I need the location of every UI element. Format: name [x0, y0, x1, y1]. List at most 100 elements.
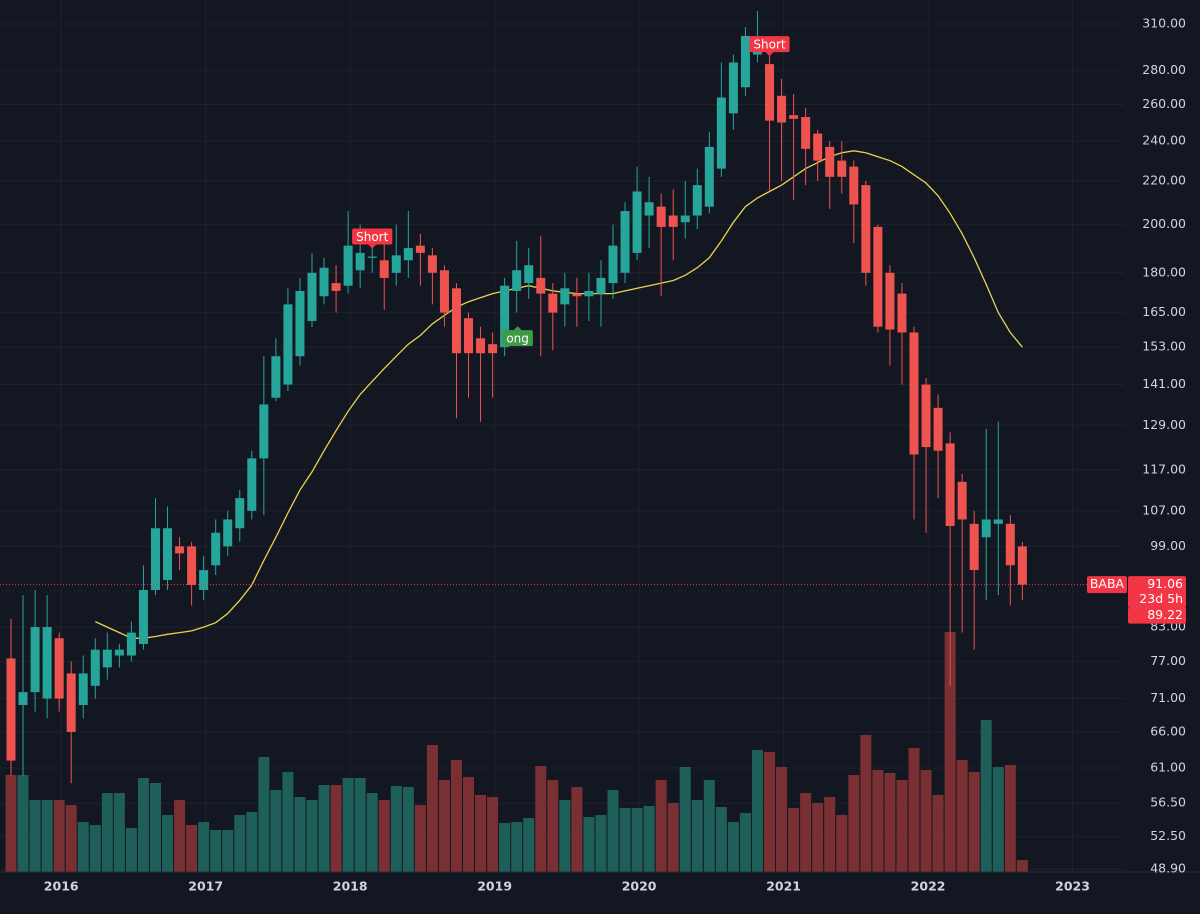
y-tick-label: 117.00: [1142, 461, 1186, 476]
candle-body: [271, 356, 281, 398]
volume-bar: [920, 770, 932, 872]
candle-body: [716, 97, 726, 169]
candle-body: [777, 95, 787, 123]
x-tick-label: 2016: [44, 879, 79, 894]
candle-body: [199, 570, 209, 591]
y-tick-label: 220.00: [1142, 172, 1186, 187]
candle-body: [740, 35, 750, 88]
candle-body: [439, 270, 449, 313]
candle-body: [283, 304, 293, 385]
volume-bar: [234, 815, 246, 872]
volume-bar: [944, 632, 956, 872]
symbol-badge: [1087, 576, 1127, 594]
x-tick-label: 2017: [188, 879, 223, 894]
volume-bar: [691, 800, 703, 872]
candle-body: [150, 528, 160, 591]
other-price-label: 89.22: [1147, 607, 1183, 622]
candle-body: [957, 481, 967, 520]
candle-body: [307, 272, 317, 322]
volume-bar: [848, 775, 860, 872]
volume-bar: [1016, 860, 1028, 872]
volume-bar: [836, 815, 848, 872]
volume-bar: [186, 825, 198, 872]
y-tick-label: 153.00: [1142, 339, 1186, 354]
volume-bar: [980, 720, 992, 872]
candle-body: [500, 285, 510, 348]
annotation-text: ong: [506, 332, 529, 346]
volume-bar: [583, 817, 595, 872]
candle-body: [728, 62, 738, 114]
volume-bar: [571, 787, 583, 872]
candle-body: [90, 649, 100, 686]
candle-body: [837, 160, 847, 177]
volume-bar: [535, 766, 547, 872]
candle-body: [921, 384, 931, 448]
annotation-pointer: [368, 244, 377, 249]
x-tick-label: 2021: [766, 879, 801, 894]
annotation-text: Short: [753, 38, 785, 52]
candle-body: [187, 546, 197, 585]
candle-body: [945, 443, 955, 527]
volume-bar: [402, 787, 414, 872]
annotation-text: Short: [356, 230, 388, 244]
volume-bar: [354, 778, 366, 872]
y-tick-label: 107.00: [1142, 502, 1186, 517]
candle-body: [403, 248, 413, 261]
volume-bar: [475, 795, 487, 872]
volume-bar: [41, 800, 53, 872]
candle-body: [42, 627, 52, 699]
candle-body: [933, 407, 943, 451]
volume-bar: [932, 795, 944, 872]
candles: [6, 10, 1027, 784]
y-tick-label: 71.00: [1150, 690, 1186, 705]
candle-body: [235, 498, 245, 529]
volume-bar: [788, 808, 800, 872]
candle-body: [451, 288, 461, 354]
candle-body: [30, 627, 40, 693]
countdown-label: 23d 5h: [1139, 591, 1183, 606]
volume-bar: [174, 800, 186, 872]
candle-body: [993, 519, 1003, 524]
y-tick-label: 260.00: [1142, 96, 1186, 111]
volume-bar: [703, 780, 715, 872]
last-price-badge: [1128, 576, 1186, 609]
candle-body: [102, 649, 112, 668]
volume-bar: [77, 822, 89, 872]
volume-bar: [270, 790, 282, 872]
volume-bar: [511, 822, 523, 872]
candle-body: [981, 519, 991, 538]
y-tick-label: 180.00: [1142, 264, 1186, 279]
candle-body: [584, 290, 594, 297]
volume-bar: [137, 778, 149, 872]
y-tick-label: 141.00: [1142, 376, 1186, 391]
y-tick-label: 99.00: [1150, 538, 1186, 553]
volume-bar: [222, 830, 234, 872]
candle-body: [861, 185, 871, 273]
candle-body: [596, 277, 606, 294]
volume-bar: [956, 760, 968, 872]
volume-bar: [715, 807, 727, 872]
y-tick-label: 66.00: [1150, 723, 1186, 738]
candle-body: [6, 658, 16, 761]
volume-bar: [800, 793, 812, 872]
candle-body: [632, 191, 642, 253]
candle-body: [668, 215, 678, 227]
volume-bar: [860, 735, 872, 872]
x-tick-label: 2020: [622, 879, 657, 894]
volume-bar: [896, 780, 908, 872]
candle-body: [825, 146, 835, 177]
volume-bar: [366, 793, 378, 872]
volume-bar: [258, 757, 270, 872]
candle-body: [885, 272, 895, 330]
candle-body: [427, 255, 437, 273]
candle-body: [18, 692, 28, 706]
volume-bar: [89, 825, 101, 872]
y-tick-label: 280.00: [1142, 62, 1186, 77]
volume-bar: [101, 793, 113, 872]
other-price-badge: [1128, 607, 1186, 624]
volume-bar: [607, 790, 619, 872]
ma-line: [95, 150, 1023, 639]
volume-bar: [667, 803, 679, 872]
volume-bar: [53, 800, 65, 872]
